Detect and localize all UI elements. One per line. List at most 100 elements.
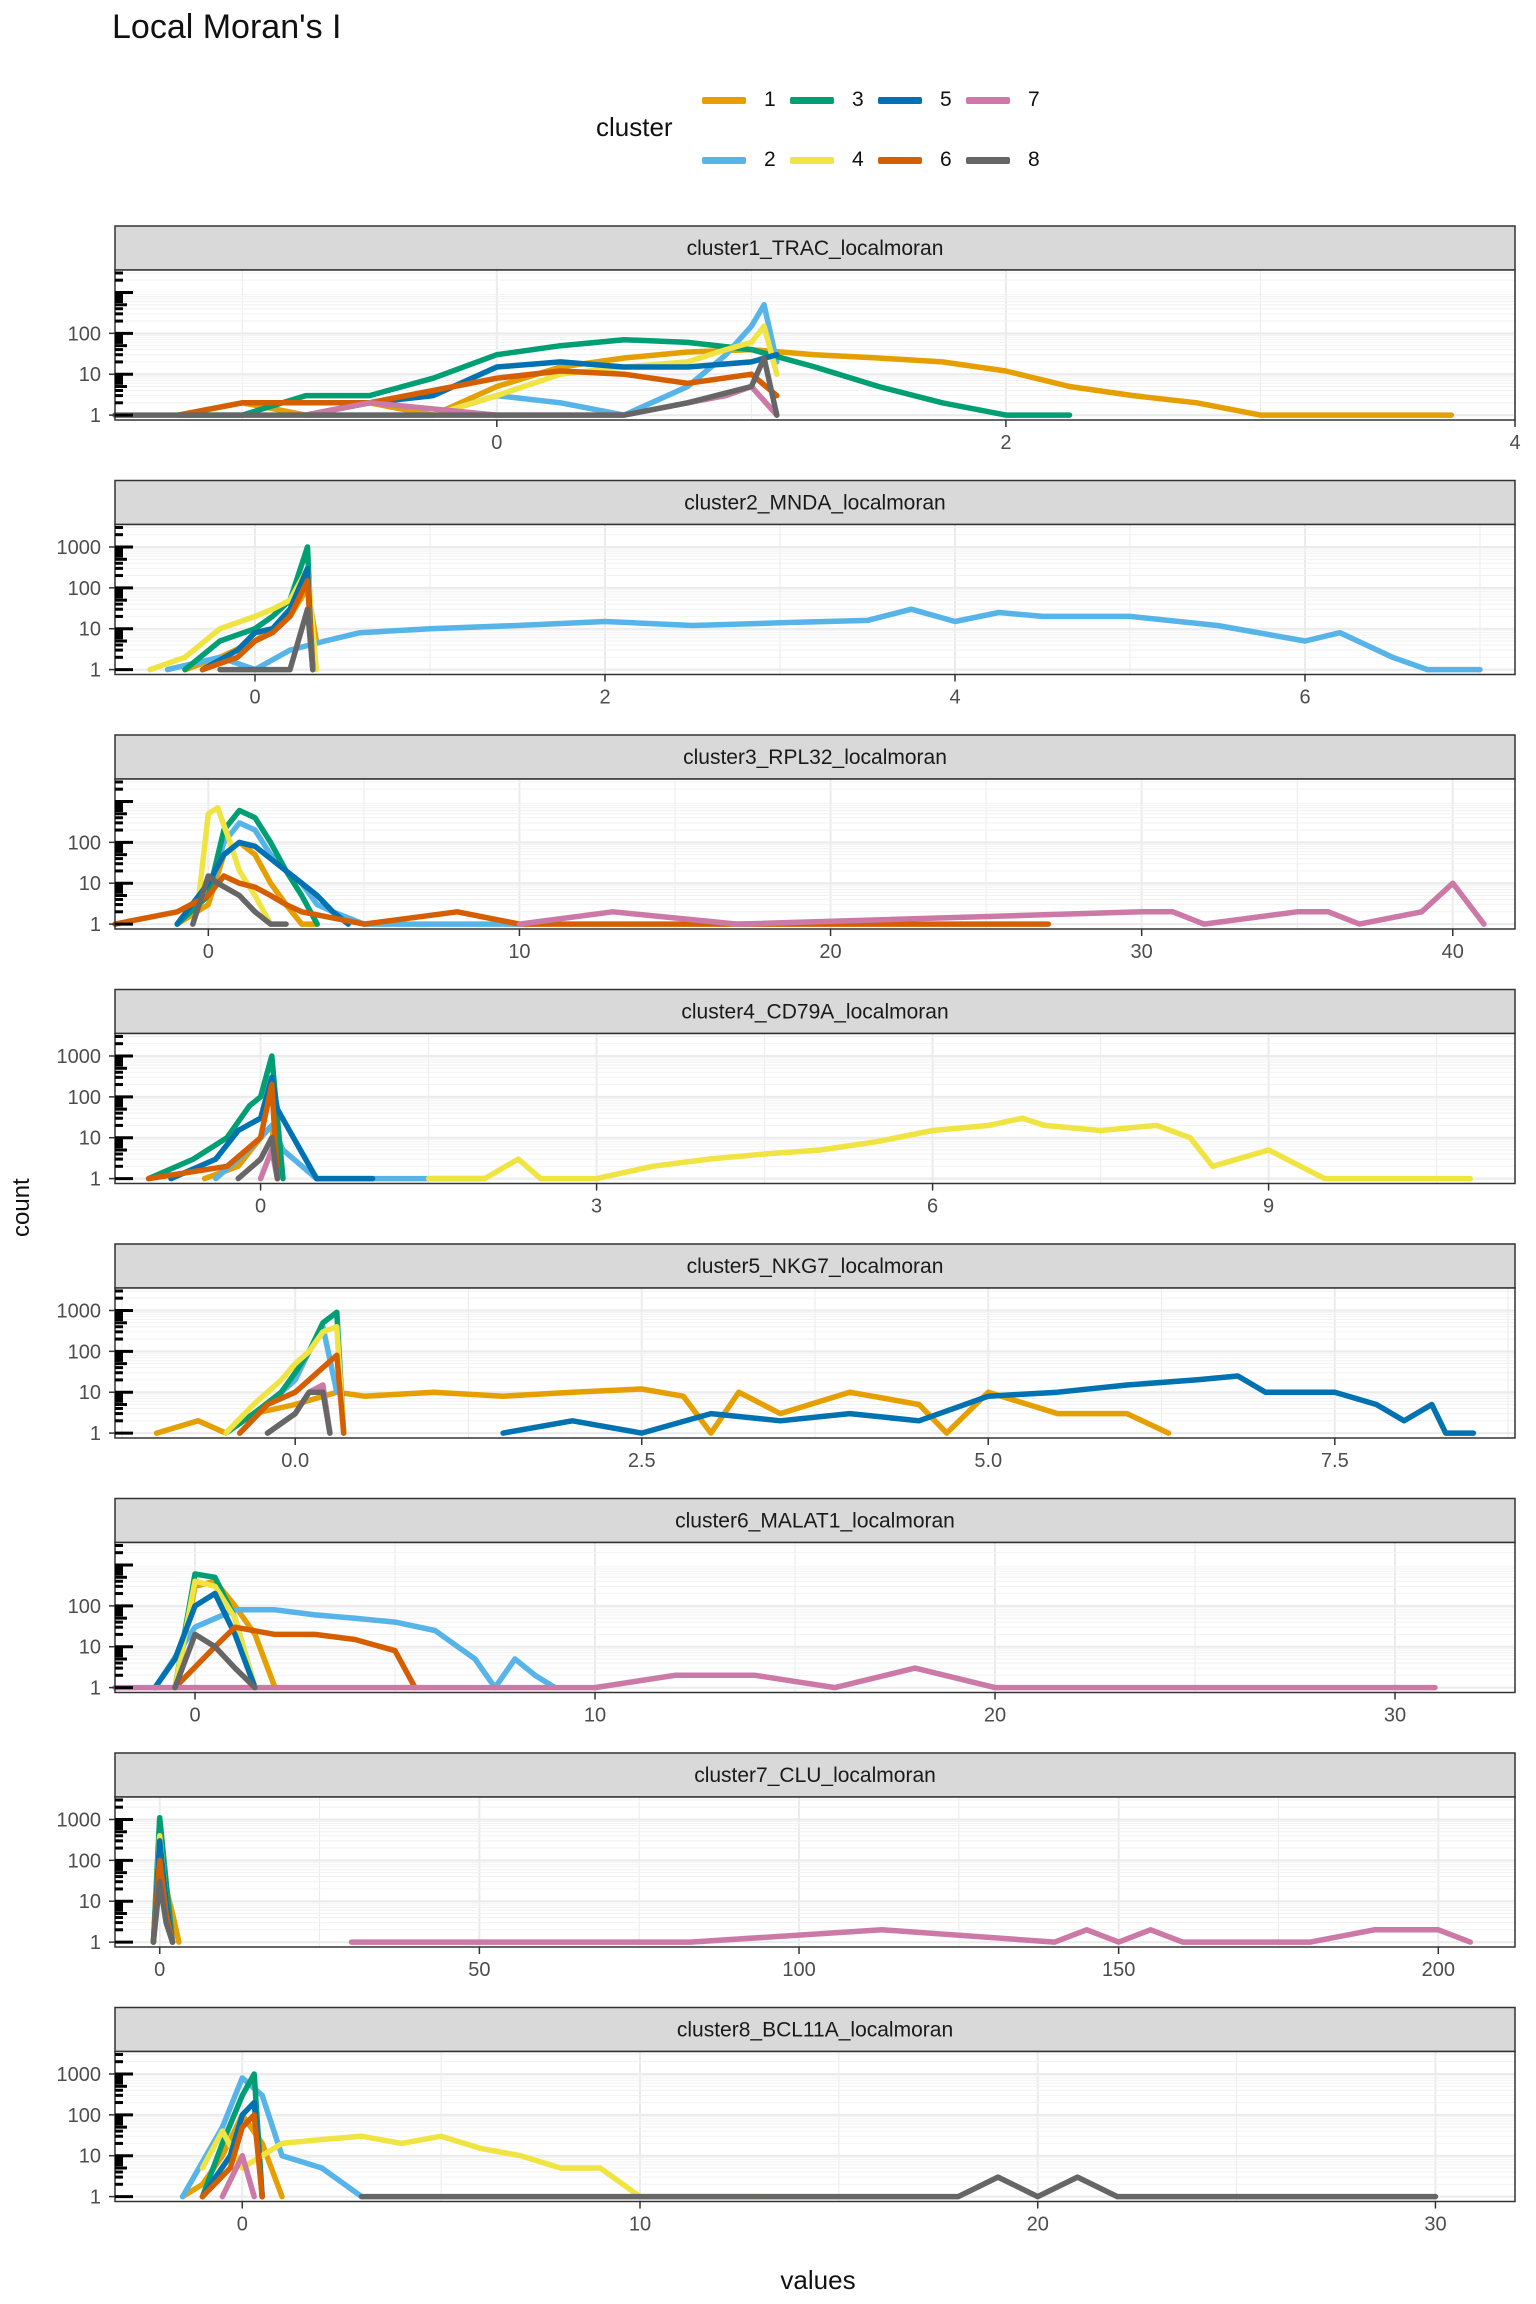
series-line-4	[174, 805, 274, 927]
y-tick-label: 1000	[57, 2064, 102, 2086]
facet-6: cluster6_MALAT1_localmoran 1 10 100 0 10 20 30	[68, 1497, 1516, 1727]
y-tick-label: 1000	[57, 1809, 102, 1831]
series-line-8	[172, 1631, 258, 1691]
y-tick-label: 1	[90, 1423, 101, 1445]
facet-title: cluster8_BCL11A_localmoran	[677, 2019, 953, 2042]
y-tick-label: 100	[68, 323, 101, 345]
x-tick-label: 30	[1384, 1705, 1406, 1727]
series-line-8	[235, 1134, 281, 1182]
y-tick-label: 10	[79, 2146, 101, 2168]
x-tick-label: 0	[189, 1705, 200, 1727]
x-tick-label: 20	[819, 941, 841, 963]
series-line-8	[112, 355, 780, 418]
x-tick-label: 4	[1509, 432, 1520, 454]
facet-8: cluster8_BCL11A_localmoran 1 10 100 1000 0 10 2…	[57, 2006, 1516, 2236]
series-line-3	[175, 336, 1073, 418]
x-tick-label: 10	[629, 2214, 651, 2236]
x-tick-label: 30	[1424, 2214, 1446, 2236]
facet-strip	[114, 225, 1516, 271]
facet-strip	[114, 734, 1516, 780]
series-line-2	[179, 2075, 365, 2200]
y-tick-label: 10	[79, 873, 101, 895]
x-tick-label: 2	[599, 687, 610, 709]
y-tick-label: 1	[90, 405, 101, 427]
x-tick-label: 40	[1442, 941, 1464, 963]
y-tick-label: 10	[79, 619, 101, 641]
y-tick-label: 1000	[57, 1300, 102, 1322]
y-tick-label: 1	[90, 1932, 101, 1954]
facet-5: cluster5_NKG7_localmoran 1 10 100 1000 0.0 2.5…	[57, 1243, 1516, 1472]
series-line-7	[219, 2152, 257, 2200]
y-tick-label: 10	[79, 1891, 101, 1913]
series-line-5	[152, 1590, 258, 1691]
x-tick-label: 6	[1299, 687, 1310, 709]
x-tick-label: 150	[1102, 1959, 1135, 1981]
x-tick-label: 2.5	[628, 1450, 656, 1472]
y-tick-label: 100	[68, 832, 101, 854]
y-tick-label: 1000	[57, 537, 102, 559]
series-line-8	[190, 873, 289, 927]
x-tick-label: 200	[1422, 1959, 1455, 1981]
chart-title: Local Moran's I	[112, 8, 342, 46]
series-line-8	[264, 1389, 333, 1436]
x-tick-label: 20	[984, 1705, 1006, 1727]
x-tick-label: 5.0	[974, 1450, 1002, 1472]
x-tick-label: 0	[237, 2214, 248, 2236]
y-tick-label: 1	[90, 660, 101, 682]
series-line-3	[182, 544, 316, 673]
y-tick-label: 1	[90, 1169, 101, 1191]
x-tick-label: 2	[1000, 432, 1011, 454]
series-line-4	[430, 323, 780, 418]
x-tick-label: 30	[1131, 941, 1153, 963]
facet-title: cluster4_CD79A_localmoran	[681, 1001, 948, 1024]
series-line-7	[112, 1665, 1438, 1691]
y-tick-label: 1000	[57, 1046, 102, 1068]
panel-background	[115, 2051, 1515, 2202]
y-tick-label: 10	[79, 1382, 101, 1404]
facet-4: cluster4_CD79A_localmoran 1 10 100 1000 0 3 6 9	[57, 988, 1516, 1218]
y-tick-label: 100	[68, 1341, 101, 1363]
y-tick-label: 100	[68, 1087, 101, 1109]
y-tick-label: 100	[68, 578, 101, 600]
series-line-4	[223, 1323, 347, 1436]
series-line-8	[217, 606, 316, 673]
series-line-8	[150, 1878, 176, 1945]
series-line-5	[199, 565, 316, 673]
series-line-6	[175, 368, 780, 418]
x-tick-label: 100	[782, 1959, 815, 1981]
series-line-6	[172, 1624, 418, 1691]
facet-title: cluster2_MNDA_localmoran	[684, 492, 945, 515]
x-tick-label: 50	[468, 1959, 490, 1981]
x-tick-label: 10	[508, 941, 530, 963]
series-line-8	[358, 2174, 1439, 2200]
series-line-3	[223, 1309, 347, 1436]
series-line-6	[199, 2112, 265, 2200]
y-tick-label: 1	[90, 1678, 101, 1700]
x-tick-label: 20	[1027, 2214, 1049, 2236]
x-tick-label: 7.5	[1321, 1450, 1349, 1472]
facet-title: cluster3_RPL32_localmoran	[683, 746, 947, 769]
y-tick-label: 1	[90, 2187, 101, 2209]
series-line-2	[152, 1607, 558, 1691]
y-tick-label: 100	[68, 1850, 101, 1872]
x-tick-label: 0	[249, 687, 260, 709]
y-tick-label: 100	[68, 1596, 101, 1618]
panel-background	[115, 524, 1515, 675]
series-line-7	[348, 1927, 1474, 1945]
series-line-1	[153, 1386, 1172, 1436]
facet-title: cluster1_TRAC_localmoran	[687, 237, 944, 260]
x-tick-label: 3	[591, 1196, 602, 1218]
facet-2: cluster2_MNDA_localmoran 1 10 100 1000 0 2 4 6	[57, 479, 1516, 709]
x-tick-label: 0.0	[281, 1450, 309, 1472]
series-line-5	[174, 839, 352, 927]
y-tick-label: 10	[79, 1637, 101, 1659]
series-line-7	[516, 880, 1487, 927]
series-line-6	[145, 1081, 281, 1182]
x-tick-label: 4	[949, 687, 960, 709]
series-line-6	[237, 1352, 347, 1436]
series-line-6	[199, 577, 316, 673]
y-tick-label: 10	[79, 1128, 101, 1150]
facet-7: cluster7_CLU_localmoran 1 10 100 1000 0 50 100 1…	[57, 1752, 1516, 1981]
y-tick-label: 100	[68, 2105, 101, 2127]
x-tick-label: 0	[491, 432, 502, 454]
